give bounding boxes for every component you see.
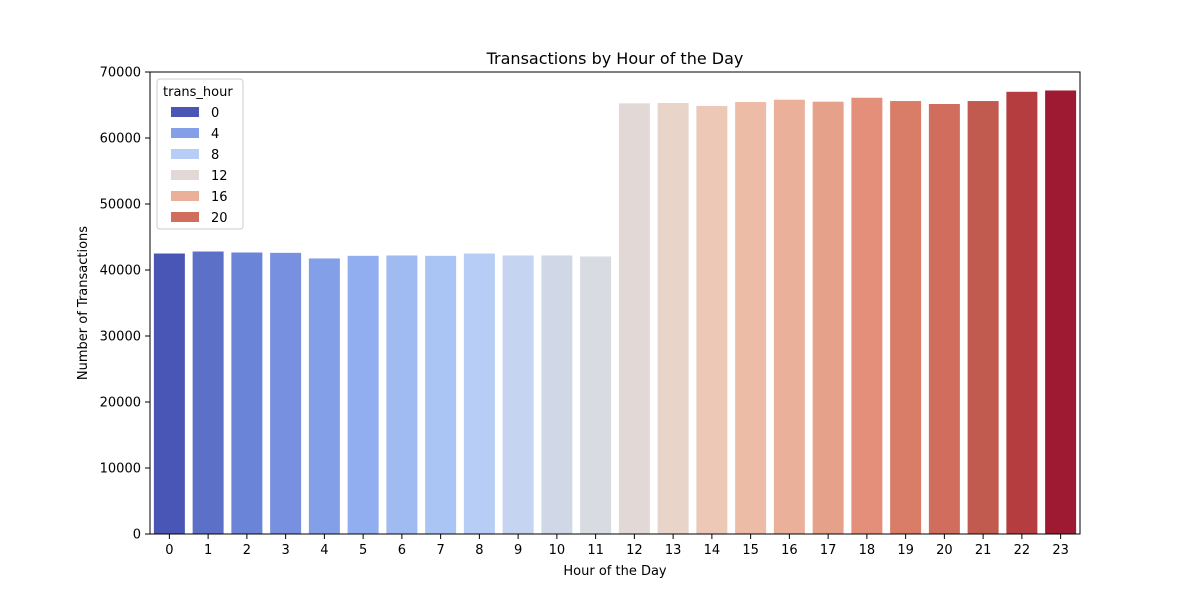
plot-frame <box>149 71 1081 535</box>
x-tick-label: 19 <box>897 543 914 558</box>
legend-title: trans_hour <box>163 85 233 100</box>
y-tick-label: 30000 <box>100 330 141 345</box>
bar-hour-10 <box>541 255 573 535</box>
x-tick-label: 21 <box>975 543 992 558</box>
bar-hour-23 <box>1045 90 1077 534</box>
x-tick-label: 3 <box>281 543 289 558</box>
legend-swatch <box>171 191 199 201</box>
bar-hour-3 <box>270 252 302 534</box>
x-tick-label: 10 <box>549 543 566 558</box>
y-tick-label: 40000 <box>100 264 141 279</box>
x-tick-label: 1 <box>204 543 212 558</box>
y-tick-label: 70000 <box>100 66 141 81</box>
bar-hour-22 <box>1006 91 1038 535</box>
bar-hour-7 <box>425 255 457 534</box>
y-tick-label: 0 <box>133 528 141 543</box>
bar-hour-12 <box>618 103 650 534</box>
x-tick-label: 17 <box>820 543 837 558</box>
bar-hour-20 <box>928 104 960 534</box>
bar-hour-1 <box>192 251 224 534</box>
legend-swatch <box>171 149 199 159</box>
x-tick-label: 9 <box>514 543 522 558</box>
bar-hour-2 <box>231 252 263 534</box>
x-tick-label: 5 <box>359 543 367 558</box>
legend-entry-label: 8 <box>211 148 219 163</box>
x-tick-label: 13 <box>665 543 682 558</box>
x-axis: 0 1 2 3 4 5 6 7 8 9 10 11 12 13 14 15 16 17 18 19 20 21 22 23 <box>165 534 1069 558</box>
x-tick-label: 6 <box>398 543 406 558</box>
bar-hour-8 <box>463 253 495 534</box>
x-tick-label: 12 <box>626 543 643 558</box>
bar-hour-0 <box>153 253 185 534</box>
legend-entry-label: 20 <box>211 211 228 226</box>
legend-entry-label: 0 <box>211 106 219 121</box>
y-tick-label: 20000 <box>100 396 141 411</box>
x-tick-label: 20 <box>936 543 953 558</box>
bar-hour-4 <box>308 258 340 534</box>
bar-hour-11 <box>580 256 612 534</box>
bar-hour-19 <box>890 101 922 534</box>
x-tick-label: 16 <box>781 543 798 558</box>
legend-swatch <box>171 107 199 117</box>
legend-entry-label: 16 <box>211 190 228 205</box>
x-axis-label: Hour of the Day <box>563 564 667 579</box>
legend-entry-label: 12 <box>211 169 228 184</box>
bar-hour-16 <box>773 99 805 534</box>
x-tick-label: 0 <box>165 543 173 558</box>
y-tick-label: 10000 <box>100 462 141 477</box>
legend-swatch <box>171 212 199 222</box>
x-tick-label: 11 <box>587 543 604 558</box>
legend-box <box>156 78 244 230</box>
bar-hour-18 <box>851 97 883 535</box>
legend-entry-label: 4 <box>211 127 219 142</box>
bars-group <box>153 90 1077 535</box>
y-axis-label: Number of Transactions <box>76 226 91 380</box>
x-tick-label: 4 <box>320 543 328 558</box>
x-tick-label: 23 <box>1052 543 1069 558</box>
legend-swatch <box>171 128 199 138</box>
bar-hour-5 <box>347 255 379 534</box>
bar-hour-13 <box>657 103 689 535</box>
bar-hour-17 <box>812 101 844 534</box>
x-tick-label: 22 <box>1014 543 1031 558</box>
bar-hour-6 <box>386 255 418 535</box>
x-tick-label: 2 <box>243 543 251 558</box>
x-tick-label: 8 <box>475 543 483 558</box>
x-tick-label: 7 <box>436 543 444 558</box>
bar-hour-9 <box>502 255 534 535</box>
y-tick-label: 50000 <box>100 198 141 213</box>
bar-hour-15 <box>735 102 767 534</box>
x-tick-label: 14 <box>704 543 721 558</box>
legend: trans_hour 0 4 8 12 16 20 <box>156 78 244 230</box>
x-tick-label: 18 <box>859 543 876 558</box>
y-tick-label: 60000 <box>100 132 141 147</box>
chart-title: Transactions by Hour of the Day <box>486 49 744 68</box>
bar-hour-14 <box>696 105 728 535</box>
y-axis: 0 10000 20000 30000 40000 50000 60000 70000 <box>100 66 150 543</box>
bar-hour-21 <box>967 101 999 534</box>
legend-swatch <box>171 170 199 180</box>
x-tick-label: 15 <box>742 543 759 558</box>
